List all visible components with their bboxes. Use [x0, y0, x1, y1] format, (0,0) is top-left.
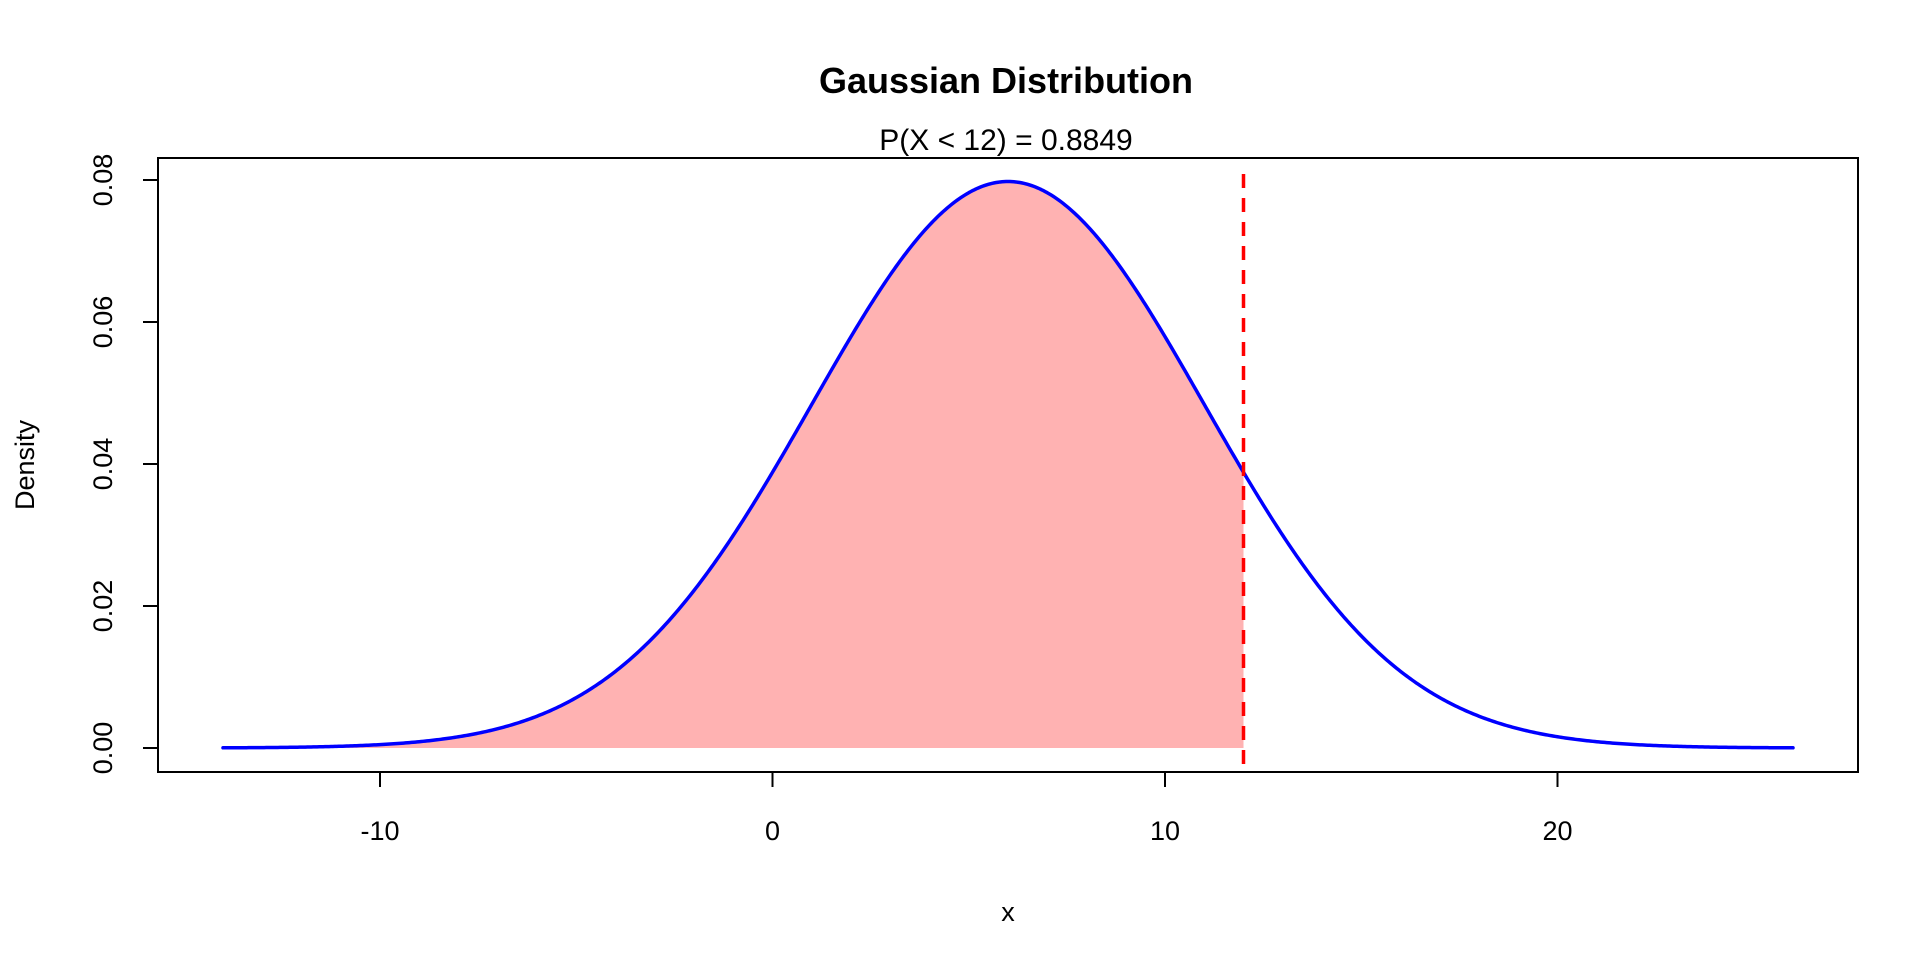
- y-axis-label: Density: [10, 419, 40, 510]
- shaded-probability-area: [223, 181, 1244, 748]
- x-axis-label: x: [1001, 897, 1015, 927]
- x-tick-label: 20: [1542, 816, 1572, 846]
- x-tick-label: 10: [1150, 816, 1180, 846]
- x-tick-label: 0: [765, 816, 780, 846]
- y-tick-label: 0.00: [88, 722, 118, 775]
- y-tick-label: 0.02: [88, 580, 118, 633]
- chart-subtitle: P(X < 12) = 0.8849: [879, 124, 1133, 157]
- plot-frame: [157, 157, 1859, 773]
- x-tick-label: -10: [360, 816, 399, 846]
- y-tick-label: 0.08: [88, 154, 118, 207]
- density-curve: [221, 179, 1795, 750]
- y-tick-label: 0.04: [88, 438, 118, 491]
- plot-area: [221, 174, 1795, 772]
- y-tick-label: 0.06: [88, 296, 118, 349]
- chart-title: Gaussian Distribution: [819, 60, 1193, 101]
